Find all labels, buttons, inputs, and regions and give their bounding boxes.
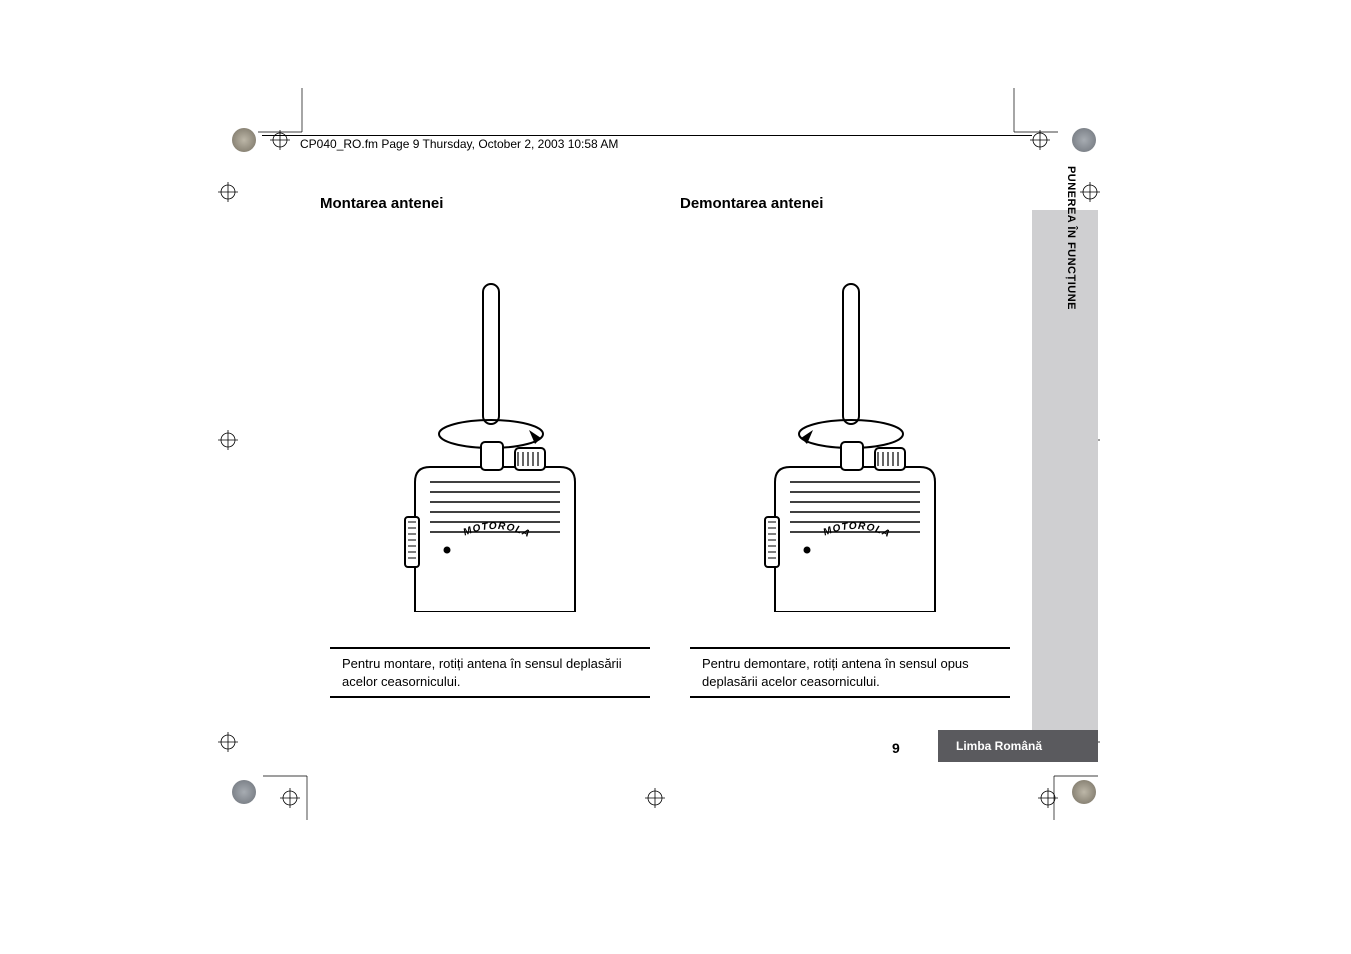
color-swatch-cool-bottom (232, 780, 256, 804)
heading-attach: Montarea antenei (320, 195, 660, 212)
registration-mark-icon (1080, 182, 1100, 202)
caption-attach: Pentru montare, rotiți antena în sensul … (330, 647, 650, 698)
registration-mark-icon (218, 430, 238, 450)
registration-mark-icon (1030, 130, 1050, 150)
language-tab: Limba Română (938, 730, 1098, 762)
page-number: 9 (892, 740, 900, 756)
heading-detach: Demontarea antenei (680, 195, 1020, 212)
running-head: CP040_RO.fm Page 9 Thursday, October 2, … (300, 137, 622, 151)
registration-mark-icon (218, 182, 238, 202)
registration-mark-icon (280, 788, 300, 808)
content-area: Montarea antenei (320, 195, 1020, 698)
illustration-attach: MOTOROLA (375, 282, 605, 617)
color-swatch-warm-top (232, 128, 256, 152)
caption-detach: Pentru demontare, rotiți antena în sensu… (690, 647, 1010, 698)
crop-corner-tr (1010, 88, 1058, 136)
column-attach: Montarea antenei (320, 195, 660, 698)
registration-mark-icon (645, 788, 665, 808)
registration-mark-icon (218, 732, 238, 752)
registration-mark-icon (270, 130, 290, 150)
registration-mark-icon (1038, 788, 1058, 808)
crop-corner-tl (258, 88, 306, 136)
color-swatch-cool-top (1072, 128, 1096, 152)
color-swatch-warm-bottom (1072, 780, 1096, 804)
column-detach: Demontarea antenei (680, 195, 1020, 698)
illustration-detach: MOTOROLA (735, 282, 965, 617)
section-side-tab-label: PUNEREA ÎN FUNCȚIUNE (1065, 166, 1077, 310)
header-rule (262, 135, 1032, 136)
language-label: Limba Română (956, 739, 1042, 753)
